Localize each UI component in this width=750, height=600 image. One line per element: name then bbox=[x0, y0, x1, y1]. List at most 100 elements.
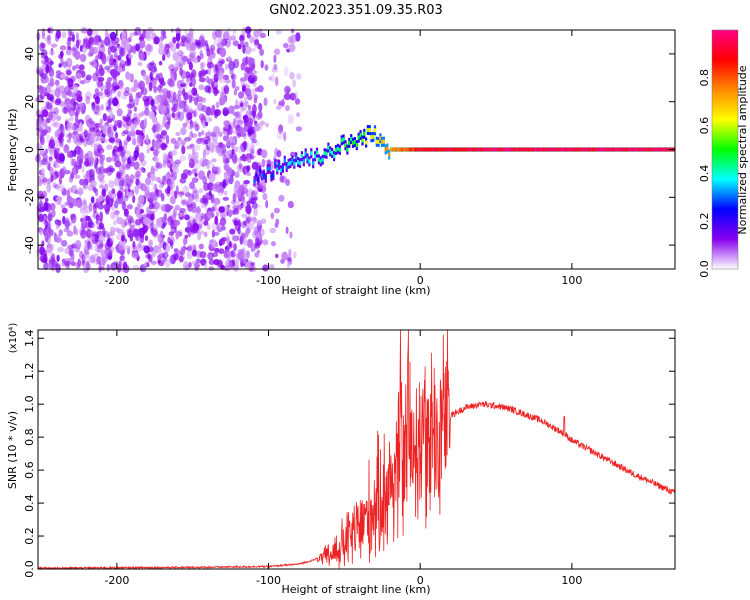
noise-cell bbox=[61, 166, 67, 175]
noise-cell bbox=[77, 186, 83, 194]
noise-cell bbox=[153, 85, 158, 94]
noise-cell bbox=[221, 225, 226, 231]
noise-cell bbox=[93, 253, 100, 259]
noise-cell bbox=[189, 49, 197, 56]
noise-cell bbox=[51, 209, 56, 218]
noise-cell bbox=[62, 215, 66, 225]
noise-cell bbox=[180, 198, 188, 206]
noise-cell bbox=[81, 214, 87, 219]
noise-cell bbox=[138, 83, 143, 88]
noise-cell bbox=[258, 28, 263, 34]
noise-cell bbox=[111, 188, 116, 195]
signal-cell bbox=[372, 134, 375, 139]
noise-cell bbox=[114, 132, 119, 139]
noise-cell bbox=[95, 258, 99, 265]
signal-cell bbox=[274, 161, 277, 166]
signal-cell bbox=[485, 147, 488, 152]
x-tick-label: -100 bbox=[256, 574, 281, 587]
noise-cell bbox=[89, 129, 97, 138]
noise-cell bbox=[244, 96, 248, 101]
noise-cell bbox=[165, 44, 171, 49]
noise-cell bbox=[44, 219, 48, 228]
noise-cell bbox=[199, 53, 204, 60]
noise-cell bbox=[57, 246, 64, 253]
noise-cell bbox=[162, 251, 169, 259]
noise-cell bbox=[97, 91, 103, 97]
noise-cell bbox=[211, 158, 217, 163]
signal-cell bbox=[412, 147, 415, 152]
noise-cell bbox=[37, 181, 43, 187]
noise-cell bbox=[153, 140, 161, 150]
signal-cell bbox=[470, 147, 473, 152]
noise-cell bbox=[283, 131, 287, 142]
signal-cell bbox=[253, 179, 256, 184]
noise-cell bbox=[221, 144, 227, 149]
noise-cell bbox=[162, 242, 167, 251]
noise-cell bbox=[46, 34, 51, 41]
signal-cell bbox=[438, 147, 441, 152]
noise-cell bbox=[108, 137, 115, 143]
noise-cell bbox=[181, 246, 187, 251]
noise-cell bbox=[146, 262, 150, 268]
noise-cell bbox=[118, 176, 125, 187]
noise-cell bbox=[73, 225, 77, 235]
signal-cell bbox=[541, 147, 544, 152]
noise-cell bbox=[206, 114, 211, 124]
noise-cell bbox=[207, 130, 211, 137]
noise-cell bbox=[141, 167, 146, 173]
signal-cell bbox=[276, 167, 279, 172]
signal-cell bbox=[434, 147, 437, 152]
noise-cell bbox=[40, 134, 44, 144]
noise-cell bbox=[283, 66, 289, 77]
signal-cell bbox=[613, 147, 616, 152]
noise-cell bbox=[208, 190, 212, 196]
noise-cell bbox=[147, 43, 152, 49]
signal-cell bbox=[441, 147, 445, 152]
noise-cell bbox=[208, 160, 213, 166]
noise-cell bbox=[215, 147, 222, 154]
noise-cell bbox=[194, 194, 200, 203]
noise-cell bbox=[113, 63, 119, 70]
noise-cell bbox=[269, 227, 277, 234]
noise-cell bbox=[205, 75, 210, 83]
noise-cell bbox=[146, 141, 151, 152]
noise-cell bbox=[123, 208, 129, 217]
noise-cell bbox=[217, 29, 224, 34]
noise-cell bbox=[64, 120, 69, 130]
noise-cell bbox=[246, 172, 252, 177]
signal-cell bbox=[459, 147, 463, 152]
noise-cell bbox=[129, 32, 134, 38]
noise-cell bbox=[121, 122, 128, 128]
noise-cell bbox=[55, 262, 61, 273]
noise-cell bbox=[257, 110, 263, 118]
noise-cell bbox=[41, 161, 47, 166]
signal-cell bbox=[651, 147, 654, 152]
noise-cell bbox=[173, 67, 179, 72]
noise-cell bbox=[117, 199, 123, 205]
noise-cell bbox=[155, 162, 160, 169]
noise-cell bbox=[106, 232, 113, 237]
signal-cell bbox=[260, 173, 264, 178]
noise-cell bbox=[160, 142, 167, 151]
noise-cell bbox=[234, 171, 240, 179]
noise-cell bbox=[150, 99, 155, 107]
signal-cell bbox=[523, 147, 526, 152]
noise-cell bbox=[107, 45, 112, 56]
noise-cell bbox=[194, 212, 201, 223]
noise-cell bbox=[220, 237, 226, 245]
noise-cell bbox=[75, 138, 81, 146]
noise-cell bbox=[94, 96, 100, 105]
noise-cell bbox=[98, 91, 106, 99]
noise-cell bbox=[289, 92, 297, 101]
noise-cell bbox=[139, 51, 145, 62]
signal-cell bbox=[478, 147, 481, 152]
noise-cell bbox=[177, 137, 182, 142]
noise-cell bbox=[292, 251, 297, 259]
noise-cell bbox=[46, 244, 53, 248]
noise-cell bbox=[103, 231, 110, 238]
signal-cell bbox=[422, 147, 425, 152]
signal-cell bbox=[281, 165, 284, 170]
noise-cell bbox=[190, 122, 194, 131]
noise-cell bbox=[187, 125, 193, 130]
signal-cell bbox=[429, 147, 432, 152]
